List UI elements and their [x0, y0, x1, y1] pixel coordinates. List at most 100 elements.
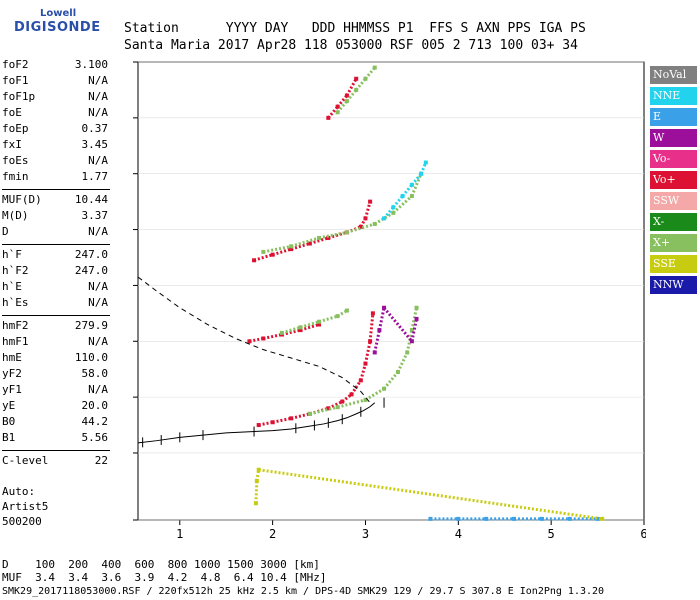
trace-segment	[392, 194, 413, 214]
param-value: 22	[94, 454, 108, 467]
param-label: fxI	[2, 138, 22, 151]
x-tick-label: 4	[455, 527, 462, 541]
legend-item: X-	[650, 213, 697, 231]
param-separator	[2, 450, 110, 451]
param-value: 247.0	[74, 264, 108, 277]
trace-point	[326, 406, 331, 411]
trace-segment	[258, 468, 603, 521]
param-value: N/A	[88, 106, 108, 119]
param-row: h`E N/A	[2, 280, 108, 296]
trace-point	[567, 516, 572, 521]
param-row: M(D) 3.37	[2, 209, 108, 225]
param-row: yF1 N/A	[2, 383, 108, 399]
param-label: hmE	[2, 351, 22, 364]
param-value: N/A	[88, 296, 108, 309]
param-label: h`F	[2, 248, 22, 261]
param-label: h`Es	[2, 296, 29, 309]
param-label: hmF1	[2, 335, 29, 348]
auto-label: Auto:	[2, 485, 36, 498]
trace-segment	[281, 328, 301, 337]
trace-point	[270, 252, 275, 257]
param-row: foE N/A	[2, 106, 108, 122]
trace-segment	[382, 371, 400, 390]
trace-segment	[396, 351, 409, 373]
param-label: foF2	[2, 58, 29, 71]
param-label: foEp	[2, 122, 29, 135]
trace-segment	[337, 398, 366, 409]
trace-segment	[254, 480, 259, 504]
trace-segment	[309, 236, 329, 245]
param-label: yE	[2, 399, 16, 412]
param-value: 279.9	[74, 319, 108, 332]
muf-frequency-row: MUF 3.4 3.4 3.6 3.9 4.2 4.8 6.4 10.4 [MH…	[2, 571, 327, 584]
muf-table: D 100 200 400 600 800 1000 1500 3000 [km…	[2, 558, 327, 584]
param-row: h`F2 247.0	[2, 264, 108, 280]
trace-point	[326, 115, 331, 120]
trace-segment	[410, 173, 423, 197]
x-tick-label: 1	[176, 527, 183, 541]
trace-segment	[318, 230, 348, 240]
param-label: foE	[2, 106, 22, 119]
param-row: foF1 N/A	[2, 74, 108, 90]
station-header: Station YYYY DAY DDD HHMMSS P1 FFS S AXN…	[124, 20, 586, 54]
param-label: fmin	[2, 170, 29, 183]
trace-point	[382, 305, 387, 310]
param-value: 58.0	[81, 367, 109, 380]
param-label: MUF(D)	[2, 193, 42, 206]
trace-point	[326, 235, 331, 240]
legend-item: SSW	[650, 192, 697, 210]
trace-series	[307, 305, 419, 416]
muf-distance-row: D 100 200 400 600 800 1000 1500 3000 [km…	[2, 558, 320, 571]
x-tick-label: 3	[362, 527, 369, 541]
trace-segment	[272, 416, 292, 424]
param-value: N/A	[88, 74, 108, 87]
trace-point	[512, 516, 517, 521]
trace-series	[252, 199, 373, 263]
auto-code: 500200	[2, 515, 42, 528]
trace-point	[600, 516, 605, 521]
param-value: N/A	[88, 154, 108, 167]
x-tick-label: 2	[269, 527, 276, 541]
param-separator	[2, 189, 110, 190]
param-label: C-level	[2, 454, 49, 467]
param-label: foEs	[2, 154, 29, 167]
x-tick-label: 6	[640, 527, 646, 541]
trace-segment	[290, 236, 320, 248]
trace-segment	[272, 247, 292, 257]
trace-segment	[363, 340, 372, 364]
plot-frame	[137, 61, 645, 521]
trace-segment	[318, 314, 339, 324]
trace-series	[279, 308, 349, 335]
legend-item: NNE	[650, 87, 697, 105]
trace-segment	[359, 217, 367, 228]
trace-point	[335, 110, 340, 115]
param-value: 110.0	[74, 351, 108, 364]
param-row: fmin 1.77	[2, 170, 108, 186]
trace-segment	[377, 307, 386, 331]
param-value: 5.56	[81, 431, 109, 444]
header-values: Santa Maria 2017 Apr28 118 053000 RSF 00…	[124, 38, 578, 53]
param-label: h`F2	[2, 264, 29, 277]
trace-series	[335, 65, 377, 115]
trace-point	[344, 308, 349, 313]
trace-point	[595, 516, 600, 521]
auto-algorithm: Artist5	[2, 500, 49, 513]
param-row: MUF(D) 10.44	[2, 193, 108, 209]
auto-scaling-info: Auto: Artist5 500200	[2, 484, 48, 529]
param-row: foEs N/A	[2, 154, 108, 170]
header-labels: Station YYYY DAY DDD HHMMSS P1 FFS S AXN…	[124, 21, 586, 36]
electron-density-profile	[137, 402, 376, 444]
param-value: 10.44	[74, 193, 108, 206]
param-row: C-level 22	[2, 454, 108, 470]
param-row: foF1p N/A	[2, 90, 108, 106]
param-value: 44.2	[81, 415, 109, 428]
param-value: N/A	[88, 383, 108, 396]
param-label: foF1	[2, 74, 29, 87]
legend-item: SSE	[650, 255, 697, 273]
x-tick-label: 5	[548, 527, 555, 541]
trace-point	[317, 322, 322, 327]
legend-item: W	[650, 129, 697, 147]
param-row: hmF2 279.9	[2, 319, 108, 335]
trace-segment	[300, 320, 320, 329]
param-label: h`E	[2, 280, 22, 293]
